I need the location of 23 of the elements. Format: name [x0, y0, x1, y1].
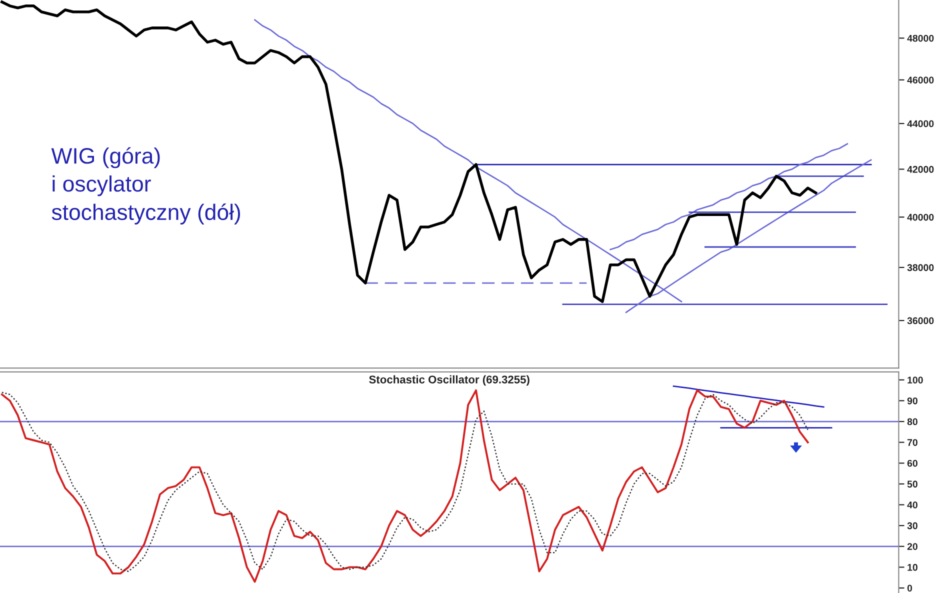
- line-series: [672, 385, 824, 408]
- y-tick-label: 90: [907, 397, 918, 404]
- y-tick-label: 36000: [907, 317, 934, 324]
- y-tick-label: 38000: [907, 264, 934, 272]
- y-tick-label: 0: [907, 584, 912, 592]
- annotation: WIG (góra) i oscylator stochastyczny (dół): [51, 147, 240, 224]
- y-tick-label: 44000: [907, 120, 934, 128]
- y-tick-label: 42000: [907, 166, 934, 173]
- y-tick-label: 60: [907, 460, 918, 467]
- y-tick-label: 100: [908, 376, 923, 384]
- y-tick-label: 20: [907, 543, 918, 550]
- y-tick-label: 70: [907, 439, 918, 446]
- y-tick-label: 10: [908, 564, 918, 571]
- y-tick-label: 50: [907, 480, 918, 488]
- y-tick-label: 40: [907, 501, 918, 508]
- y-tick-label: 40000: [907, 214, 934, 221]
- chart-title: Stochastic Oscillator (69.3255): [369, 375, 530, 386]
- y-tick-label: 48000: [907, 34, 934, 42]
- y-tick-label: 30: [907, 522, 918, 530]
- line-series: [610, 143, 848, 250]
- y-tick-label: 80: [907, 418, 918, 426]
- y-tick-label: 46000: [907, 76, 934, 84]
- line-series: [0, 0, 818, 304]
